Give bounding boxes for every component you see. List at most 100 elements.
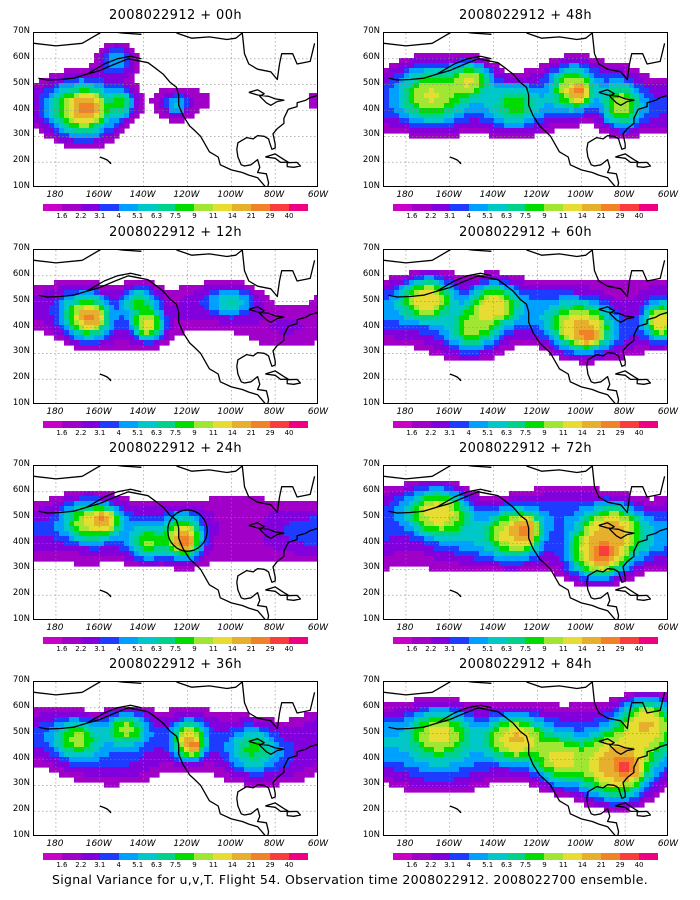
colorbar-swatch: [638, 853, 658, 860]
colorbar-swatch: [61, 204, 81, 211]
lat-tick-label: 40N: [12, 320, 30, 331]
colorbar-swatch: [487, 204, 507, 211]
lon-tick-label: 160W: [85, 407, 112, 417]
colorbar-label: 9: [542, 861, 547, 869]
colorbar-swatch: [251, 853, 271, 860]
coastlines: [34, 33, 317, 186]
colorbar-label: 29: [615, 429, 625, 437]
colorbar-label: 29: [265, 861, 275, 869]
colorbar-swatch: [525, 421, 545, 428]
lat-tick-label: 30N: [12, 129, 30, 140]
colorbar-label: 21: [596, 861, 606, 869]
colorbar-label: 3.1: [444, 212, 456, 220]
colorbar-swatch: [563, 204, 583, 211]
colorbar-label: 3.1: [444, 645, 456, 653]
colorbar-swatch: [582, 637, 602, 644]
colorbar-swatch: [620, 204, 639, 211]
colorbar-swatch: [288, 637, 308, 644]
variance-map: [33, 32, 318, 187]
colorbar-swatch: [468, 853, 488, 860]
colorbar-swatch: [232, 421, 252, 428]
colorbar-swatch: [99, 421, 119, 428]
colorbar-swatch: [638, 421, 658, 428]
colorbar-swatch: [506, 204, 526, 211]
colorbar-swatch: [43, 853, 62, 860]
colorbar-label: 2.2: [425, 429, 437, 437]
colorbar-swatch: [213, 637, 233, 644]
lat-tick-label: 20N: [12, 372, 30, 383]
lat-tick-label: 70N: [362, 675, 380, 685]
lat-tick-label: 40N: [12, 536, 30, 547]
lon-tick-label: 80W: [613, 190, 635, 200]
panel-title: 2008022912 + 48h: [458, 8, 593, 23]
lat-tick-label: 30N: [12, 346, 30, 357]
lat-tick-label: 40N: [362, 320, 380, 331]
colorbar-swatch: [544, 853, 564, 860]
colorbar-swatch: [43, 204, 62, 211]
lon-tick-label: 120W: [523, 623, 550, 633]
lon-tick-label: 80W: [263, 407, 285, 417]
colorbar-swatch: [506, 421, 526, 428]
colorbar-label: 29: [265, 212, 275, 220]
colorbar-label: 2.2: [75, 861, 87, 869]
lon-tick-label: 100W: [217, 839, 244, 849]
coastlines: [34, 682, 317, 835]
graticule: [384, 682, 667, 835]
lon-tick-label: 140W: [479, 190, 506, 200]
lon-tick-label: 100W: [567, 839, 594, 849]
colorbar-swatch: [251, 421, 271, 428]
colorbar-label: 29: [615, 212, 625, 220]
colorbar-swatch: [156, 853, 176, 860]
colorbar-label: 5.1: [482, 429, 494, 437]
colorbar-swatch: [620, 421, 639, 428]
graticule: [384, 466, 667, 619]
lat-tick-label: 20N: [12, 155, 30, 166]
lat-tick-label: 70N: [12, 675, 30, 685]
colorbar-label: 1.6: [56, 861, 68, 869]
panel-title: 2008022912 + 72h: [458, 441, 593, 456]
lat-tick-label: 60N: [362, 268, 380, 279]
colorbar-label: 1.6: [406, 212, 418, 220]
colorbar-label: 1.6: [56, 212, 68, 220]
colorbar-swatch: [61, 853, 81, 860]
lon-tick-label: 60W: [657, 839, 679, 849]
colorbar-swatch: [449, 204, 469, 211]
panel-title: 2008022912 + 00h: [108, 8, 243, 23]
colorbar-swatch: [137, 637, 157, 644]
colorbar-label: 14: [577, 212, 587, 220]
colorbar-swatch: [137, 853, 157, 860]
colorbar-label: 11: [558, 645, 568, 653]
colorbar-swatch: [194, 853, 214, 860]
colorbar-swatch: [506, 637, 526, 644]
colorbar-swatch: [468, 637, 488, 644]
lat-tick-label: 50N: [12, 77, 30, 88]
colorbar-swatch: [61, 637, 81, 644]
variance-map: [383, 32, 668, 187]
colorbar-swatch: [80, 637, 100, 644]
lat-tick-label: 20N: [362, 372, 380, 383]
lat-tick-label: 50N: [362, 726, 380, 737]
coastlines: [34, 466, 317, 619]
colorbar-swatch: [525, 204, 545, 211]
panel-title: 2008022912 + 24h: [108, 441, 243, 456]
colorbar-swatch: [393, 204, 412, 211]
colorbar-swatch: [601, 853, 621, 860]
colorbar-swatch: [175, 421, 195, 428]
lat-tick-label: 60N: [362, 51, 380, 62]
colorbar-swatch: [137, 204, 157, 211]
lon-tick-label: 120W: [173, 407, 200, 417]
lon-tick-label: 120W: [523, 190, 550, 200]
colorbar-label: 40: [284, 645, 294, 653]
colorbar-label: 7.5: [169, 429, 182, 437]
colorbar-swatch: [61, 421, 81, 428]
colorbar-swatch: [251, 637, 271, 644]
colorbar: [43, 204, 308, 211]
colorbar-label: 2.2: [425, 645, 437, 653]
colorbar-swatch: [43, 421, 62, 428]
colorbar-label: 3.1: [444, 861, 456, 869]
colorbar-label: 9: [542, 429, 547, 437]
coastlines: [384, 466, 667, 619]
colorbar-label: 6.3: [150, 429, 163, 437]
lat-tick-label: 50N: [362, 294, 380, 305]
colorbar-swatch: [582, 853, 602, 860]
